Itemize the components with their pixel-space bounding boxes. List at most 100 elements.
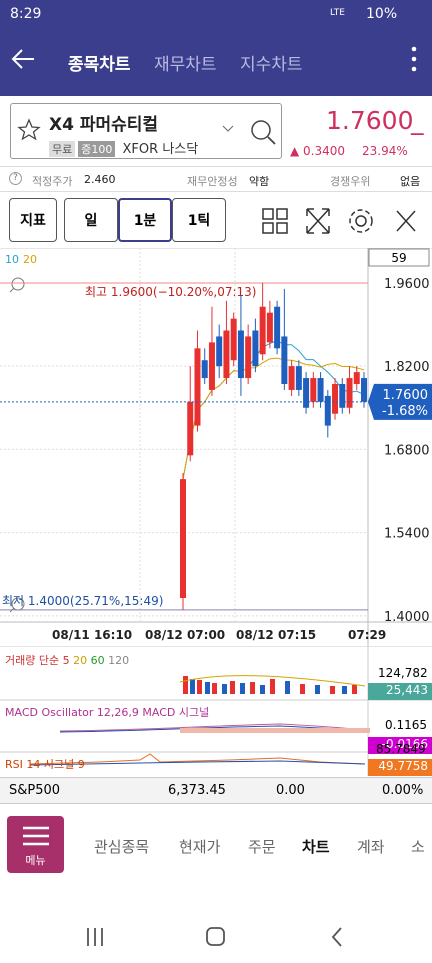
rsi-title: RSI 14 시그널 9 bbox=[5, 758, 85, 771]
label: 적정주가 bbox=[32, 175, 73, 188]
tool-button[interactable]: 지표 bbox=[9, 198, 57, 242]
value: 없음 bbox=[400, 175, 421, 188]
menu-button[interactable]: 메뉴 bbox=[7, 816, 64, 873]
candle-body bbox=[317, 378, 324, 402]
candle-body bbox=[353, 372, 360, 384]
label: 재무안정성 bbox=[187, 175, 238, 188]
candle-body bbox=[310, 378, 317, 402]
last-price-tag bbox=[368, 383, 432, 420]
candle-body bbox=[303, 378, 310, 408]
market-change-pct: 0.00% bbox=[382, 783, 424, 798]
tab[interactable]: 종목차트 bbox=[68, 55, 131, 75]
menu-label: 메뉴 bbox=[25, 854, 46, 867]
candle-body bbox=[208, 342, 215, 390]
tab[interactable]: 지수차트 bbox=[240, 55, 303, 75]
sub: MACD 시그널 bbox=[142, 706, 210, 719]
candle-body bbox=[201, 360, 208, 379]
volume-max: 124,782 bbox=[378, 666, 428, 680]
last-price-label: 1.7600 bbox=[383, 388, 429, 403]
market-name: S&P500 bbox=[9, 783, 61, 798]
candle-body bbox=[216, 336, 223, 367]
menu-icon bbox=[23, 826, 49, 846]
y-tick-label: 1.6800 bbox=[384, 443, 430, 458]
help-icon[interactable]: ? bbox=[9, 172, 22, 185]
title: MACD Oscillator 12,26,9 bbox=[5, 706, 139, 719]
change: ▲ 0.3400 bbox=[290, 144, 346, 158]
candle-body bbox=[245, 336, 252, 379]
chart-tools[interactable] bbox=[255, 205, 425, 237]
search-icon[interactable] bbox=[221, 118, 281, 148]
tool-button[interactable]: 일 bbox=[64, 198, 118, 242]
change-pct: 23.94% bbox=[362, 144, 408, 158]
x-axis-label: 08/12 07:15 bbox=[236, 628, 316, 642]
period: 20 bbox=[73, 654, 88, 667]
bottom-nav: 메뉴 관심종목 현재가 주문 차트 계좌 소 bbox=[0, 803, 432, 888]
legend-item: 20 bbox=[23, 253, 37, 266]
y-tick-label: 1.8200 bbox=[384, 360, 430, 375]
stock-name: X4 파머슈티컬 bbox=[49, 115, 159, 135]
volume-title: 거래량 단순 5 20 60 120 bbox=[5, 652, 129, 668]
x-axis-label: 08/12 07:00 bbox=[145, 628, 225, 642]
count-box bbox=[368, 248, 430, 267]
candle-body bbox=[295, 366, 302, 390]
nav-item[interactable]: 주문 bbox=[248, 838, 276, 856]
zoom-icon bbox=[11, 277, 25, 291]
rsi-max: 85.7849 bbox=[376, 742, 426, 756]
candle-body bbox=[324, 395, 331, 426]
candle-body bbox=[274, 306, 281, 349]
candle-body bbox=[339, 383, 346, 408]
low-label: 최저 1.4000(25.71%,15:49) bbox=[2, 594, 163, 608]
tool-button[interactable]: 1분 bbox=[118, 198, 172, 242]
candle-body bbox=[252, 330, 259, 367]
back-button[interactable] bbox=[8, 44, 38, 74]
network: LTE bbox=[330, 8, 345, 18]
legend-item: 10 bbox=[5, 253, 19, 266]
candle-body bbox=[194, 348, 201, 426]
candle-body bbox=[230, 318, 237, 361]
high-label: 최고 1.9600(−10.20%,07:13) bbox=[85, 285, 256, 299]
nav-item[interactable]: 현재가 bbox=[179, 838, 221, 856]
tool-button[interactable]: 1틱 bbox=[172, 198, 226, 242]
battery: 10% bbox=[366, 6, 398, 22]
candle-body bbox=[187, 401, 194, 456]
macd-max: 0.1165 bbox=[385, 718, 427, 732]
period: 60 bbox=[90, 654, 105, 667]
x-axis-label: 08/11 16:10 bbox=[52, 628, 132, 642]
more-menu[interactable] bbox=[404, 44, 424, 74]
price: 1.7600 bbox=[326, 106, 414, 135]
favorite-star[interactable] bbox=[17, 118, 41, 142]
price-dash: _ bbox=[411, 106, 424, 135]
y-tick-label: 1.4000 bbox=[384, 610, 430, 625]
value: 2.460 bbox=[84, 173, 116, 186]
period: 120 bbox=[108, 654, 130, 667]
candle-body bbox=[332, 383, 339, 414]
market-value: 6,373.45 bbox=[168, 783, 226, 798]
tag: 증100 bbox=[78, 141, 116, 157]
macd-last: -0.0166 bbox=[368, 737, 432, 754]
stock-search-box[interactable]: X4 파머슈티컬 무료 증100 XFOR 나스닥 bbox=[10, 103, 282, 159]
candle-body bbox=[361, 378, 367, 402]
candle-body bbox=[237, 330, 244, 379]
title: 거래량 단순 bbox=[5, 654, 60, 667]
tab[interactable]: 재무차트 bbox=[154, 55, 217, 75]
tag: 무료 bbox=[49, 141, 76, 157]
stock-meta: 무료 증100 XFOR 나스닥 bbox=[49, 138, 198, 157]
y-tick-label: 1.5400 bbox=[384, 527, 430, 542]
nav-item[interactable]: 관심종목 bbox=[94, 838, 150, 856]
y-tick-label: 1.9600 bbox=[384, 277, 430, 292]
nav-item[interactable]: 계좌 bbox=[357, 838, 385, 856]
last-change-label: -1.68% bbox=[382, 404, 428, 419]
system-nav bbox=[87, 927, 342, 947]
exchange: 나스닥 bbox=[162, 142, 199, 157]
clock: 8:29 bbox=[10, 6, 42, 22]
x-axis-label: 07:29 bbox=[348, 628, 386, 642]
market-row: S&P500 6,373.45 0.00 0.00% bbox=[0, 777, 432, 803]
nav-item[interactable]: 차트 bbox=[302, 838, 330, 856]
volume-last: 25,443 bbox=[368, 683, 432, 700]
period: 5 bbox=[62, 654, 70, 667]
value: 약함 bbox=[249, 175, 270, 188]
nav-item[interactable]: 소 bbox=[411, 838, 425, 856]
market-change: 0.00 bbox=[276, 783, 305, 798]
candle-body bbox=[266, 312, 273, 343]
